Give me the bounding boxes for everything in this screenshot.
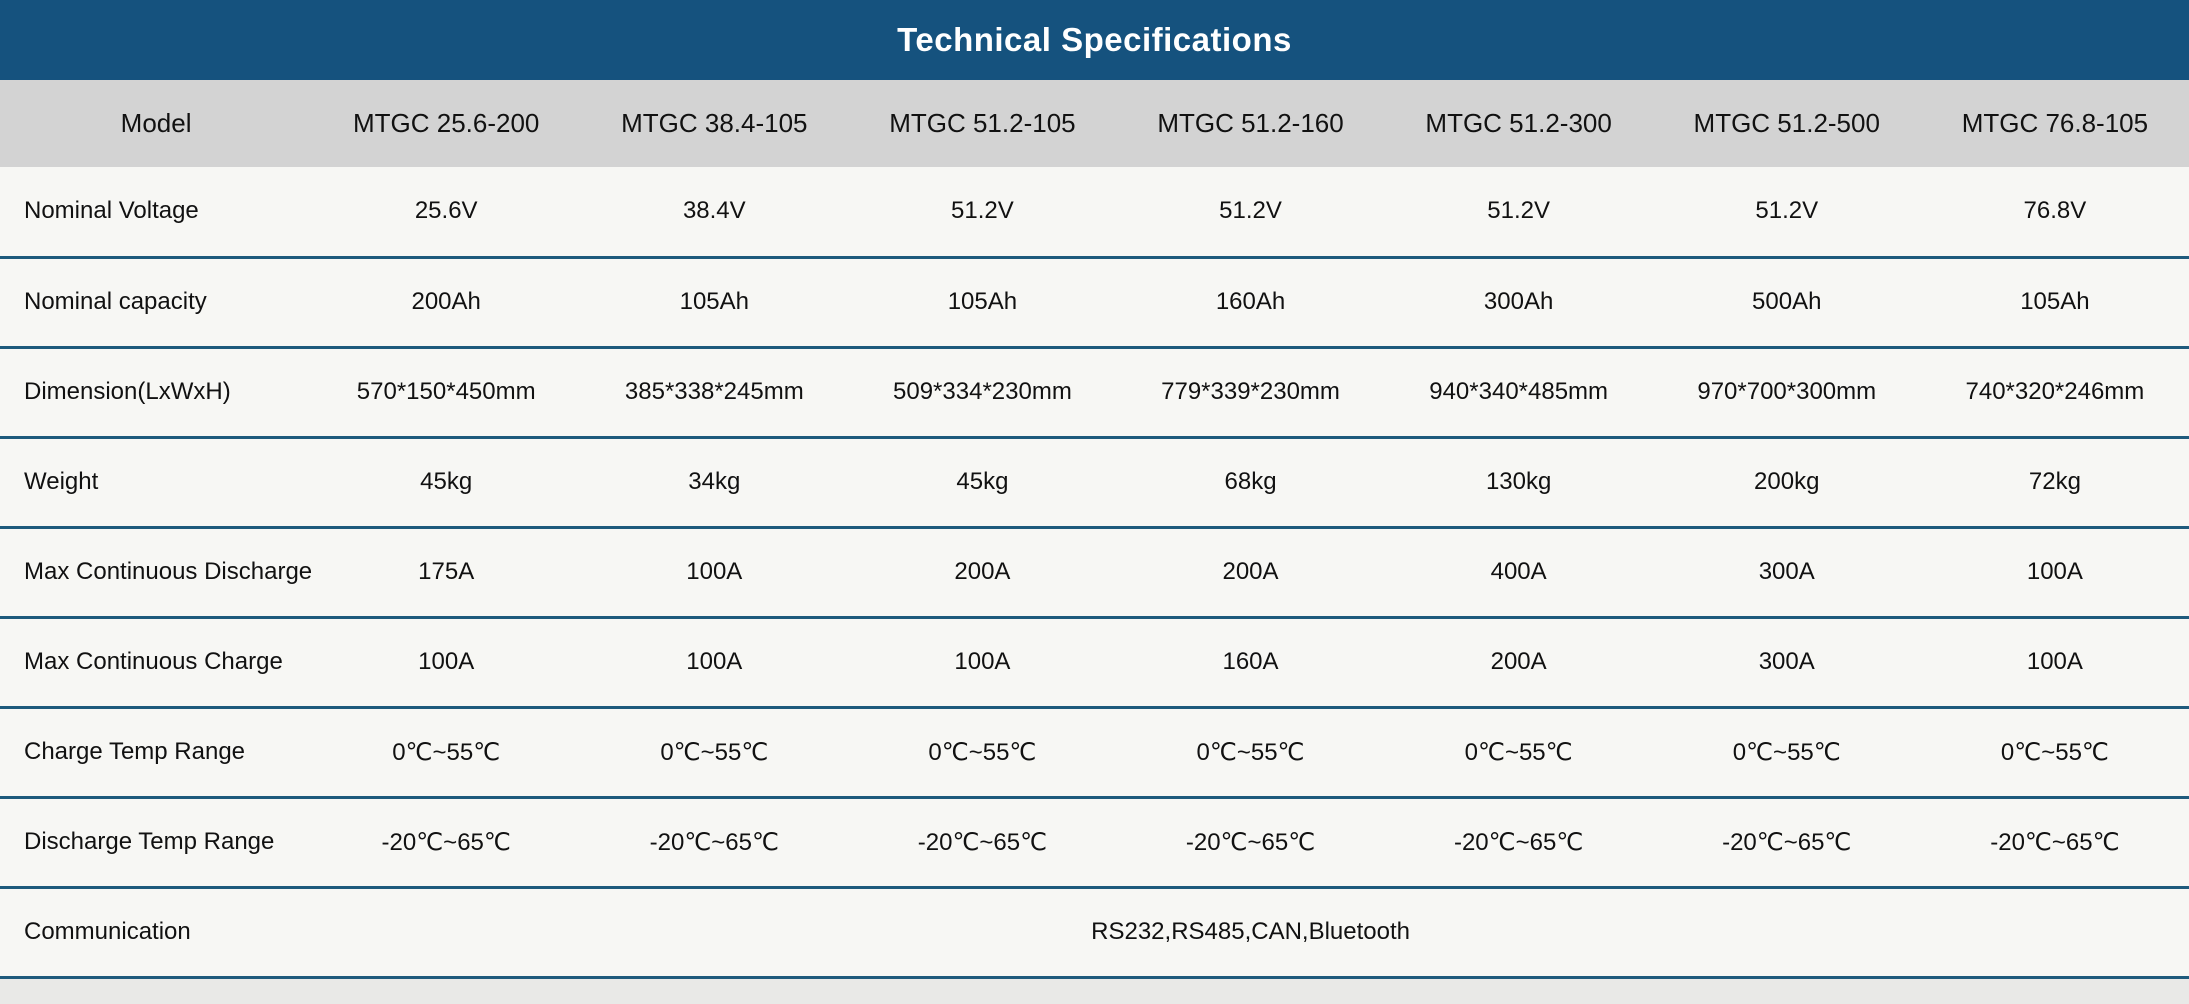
spec-row-charge-temp-range: Charge Temp Range 0℃~55℃ 0℃~55℃ 0℃~55℃ 0… — [0, 707, 2189, 799]
model-column-header: MTGC 38.4-105 — [621, 108, 808, 138]
spec-value: 300Ah — [1384, 257, 1653, 349]
spec-value: 400A — [1384, 527, 1653, 619]
model-column-header: MTGC 51.2-500 — [1693, 108, 1880, 138]
spec-value: -20℃~65℃ — [1652, 797, 1921, 889]
model-header-row: Model MTGC 25.6-200 MTGC 38.4-105 MTGC 5… — [0, 80, 2189, 167]
spec-value: 300A — [1652, 527, 1921, 619]
model-column-header: MTGC 25.6-200 — [352, 108, 540, 138]
spec-value: -20℃~65℃ — [580, 797, 849, 889]
spec-row-label: Nominal Voltage — [0, 167, 313, 259]
spec-row-discharge-temp-range: Discharge Temp Range -20℃~65℃ -20℃~65℃ -… — [0, 797, 2189, 889]
spec-value: 76.8V — [1920, 167, 2189, 259]
spec-row-max-continuous-discharge: Max Continuous Discharge 175A 100A 200A … — [0, 527, 2189, 619]
spec-value: 45kg — [848, 437, 1117, 529]
spec-value: -20℃~65℃ — [312, 797, 581, 889]
spec-value: 0℃~55℃ — [1920, 707, 2189, 799]
spec-row-label: Nominal capacity — [0, 257, 313, 349]
title-bar: Technical Specifications — [0, 0, 2189, 80]
spec-value: 100A — [1920, 527, 2189, 619]
spec-row-communication: Communication RS232,RS485,CAN,Bluetooth — [0, 887, 2189, 979]
model-column-header: MTGC 51.2-105 — [889, 108, 1076, 138]
page-title: Technical Specifications — [897, 21, 1292, 58]
spec-value: 779*339*230mm — [1116, 347, 1385, 439]
spec-value: -20℃~65℃ — [1920, 797, 2189, 889]
spec-value: 100A — [580, 617, 849, 709]
spec-value: 25.6V — [312, 167, 581, 259]
spec-value: 200A — [1116, 527, 1385, 619]
spec-row-label: Dimension(LxWxH) — [0, 347, 313, 439]
spec-value: 175A — [312, 527, 581, 619]
spec-sheet: Technical Specifications Model MTGC 25.6… — [0, 0, 2189, 979]
spec-value: 51.2V — [1116, 167, 1385, 259]
spec-value: 385*338*245mm — [580, 347, 849, 439]
spec-value: 200kg — [1652, 437, 1921, 529]
spec-value: 130kg — [1384, 437, 1653, 529]
spec-value: 45kg — [312, 437, 581, 529]
spec-value: 509*334*230mm — [848, 347, 1117, 439]
spec-value: 0℃~55℃ — [1652, 707, 1921, 799]
spec-value: 38.4V — [580, 167, 849, 259]
spec-value: 570*150*450mm — [312, 347, 581, 439]
spec-value: 940*340*485mm — [1384, 347, 1653, 439]
spec-value: 200A — [1384, 617, 1653, 709]
spec-value: -20℃~65℃ — [1116, 797, 1385, 889]
spec-row-max-continuous-charge: Max Continuous Charge 100A 100A 100A 160… — [0, 617, 2189, 709]
model-column-header: MTGC 51.2-300 — [1425, 108, 1612, 138]
spec-row-label: Weight — [0, 437, 313, 529]
spec-row-weight: Weight 45kg 34kg 45kg 68kg 130kg 200kg 7… — [0, 437, 2189, 529]
spec-value: 160Ah — [1116, 257, 1385, 349]
spec-value: -20℃~65℃ — [848, 797, 1117, 889]
spec-value: 105Ah — [580, 257, 849, 349]
spec-row-nominal-voltage: Nominal Voltage 25.6V 38.4V 51.2V 51.2V … — [0, 167, 2189, 259]
spec-value: 100A — [312, 617, 581, 709]
spec-value: 970*700*300mm — [1652, 347, 1921, 439]
spec-row-label: Max Continuous Discharge — [0, 527, 313, 619]
spec-row-nominal-capacity: Nominal capacity 200Ah 105Ah 105Ah 160Ah… — [0, 257, 2189, 349]
spec-value: 160A — [1116, 617, 1385, 709]
spec-value: 51.2V — [1384, 167, 1653, 259]
spec-value: 34kg — [580, 437, 849, 529]
spec-value: 0℃~55℃ — [312, 707, 581, 799]
spec-value-communication: RS232,RS485,CAN,Bluetooth — [312, 887, 2189, 979]
spec-row-label: Communication — [0, 887, 313, 979]
spec-value: 100A — [1920, 617, 2189, 709]
model-column-header: MTGC 51.2-160 — [1157, 108, 1344, 138]
spec-row-label: Max Continuous Charge — [0, 617, 313, 709]
spec-row-dimension: Dimension(LxWxH) 570*150*450mm 385*338*2… — [0, 347, 2189, 439]
model-header-label: Model — [120, 108, 192, 138]
spec-value: 51.2V — [1652, 167, 1921, 259]
spec-value: 105Ah — [848, 257, 1117, 349]
spec-value: 51.2V — [848, 167, 1117, 259]
spec-row-label: Charge Temp Range — [0, 707, 313, 799]
model-column-header: MTGC 76.8-105 — [1961, 108, 2149, 138]
spec-value: 200Ah — [312, 257, 581, 349]
spec-value: 0℃~55℃ — [1116, 707, 1385, 799]
spec-value: 300A — [1652, 617, 1921, 709]
spec-value: 68kg — [1116, 437, 1385, 529]
spec-value: 100A — [580, 527, 849, 619]
spec-value: 100A — [848, 617, 1117, 709]
spec-row-label: Discharge Temp Range — [0, 797, 313, 889]
spec-value: 72kg — [1920, 437, 2189, 529]
spec-table: Model MTGC 25.6-200 MTGC 38.4-105 MTGC 5… — [0, 80, 2189, 979]
spec-value: -20℃~65℃ — [1384, 797, 1653, 889]
spec-value: 105Ah — [1920, 257, 2189, 349]
spec-value: 740*320*246mm — [1920, 347, 2189, 439]
spec-value: 0℃~55℃ — [580, 707, 849, 799]
spec-value: 0℃~55℃ — [1384, 707, 1653, 799]
spec-value: 200A — [848, 527, 1117, 619]
spec-value: 0℃~55℃ — [848, 707, 1117, 799]
spec-value: 500Ah — [1652, 257, 1921, 349]
